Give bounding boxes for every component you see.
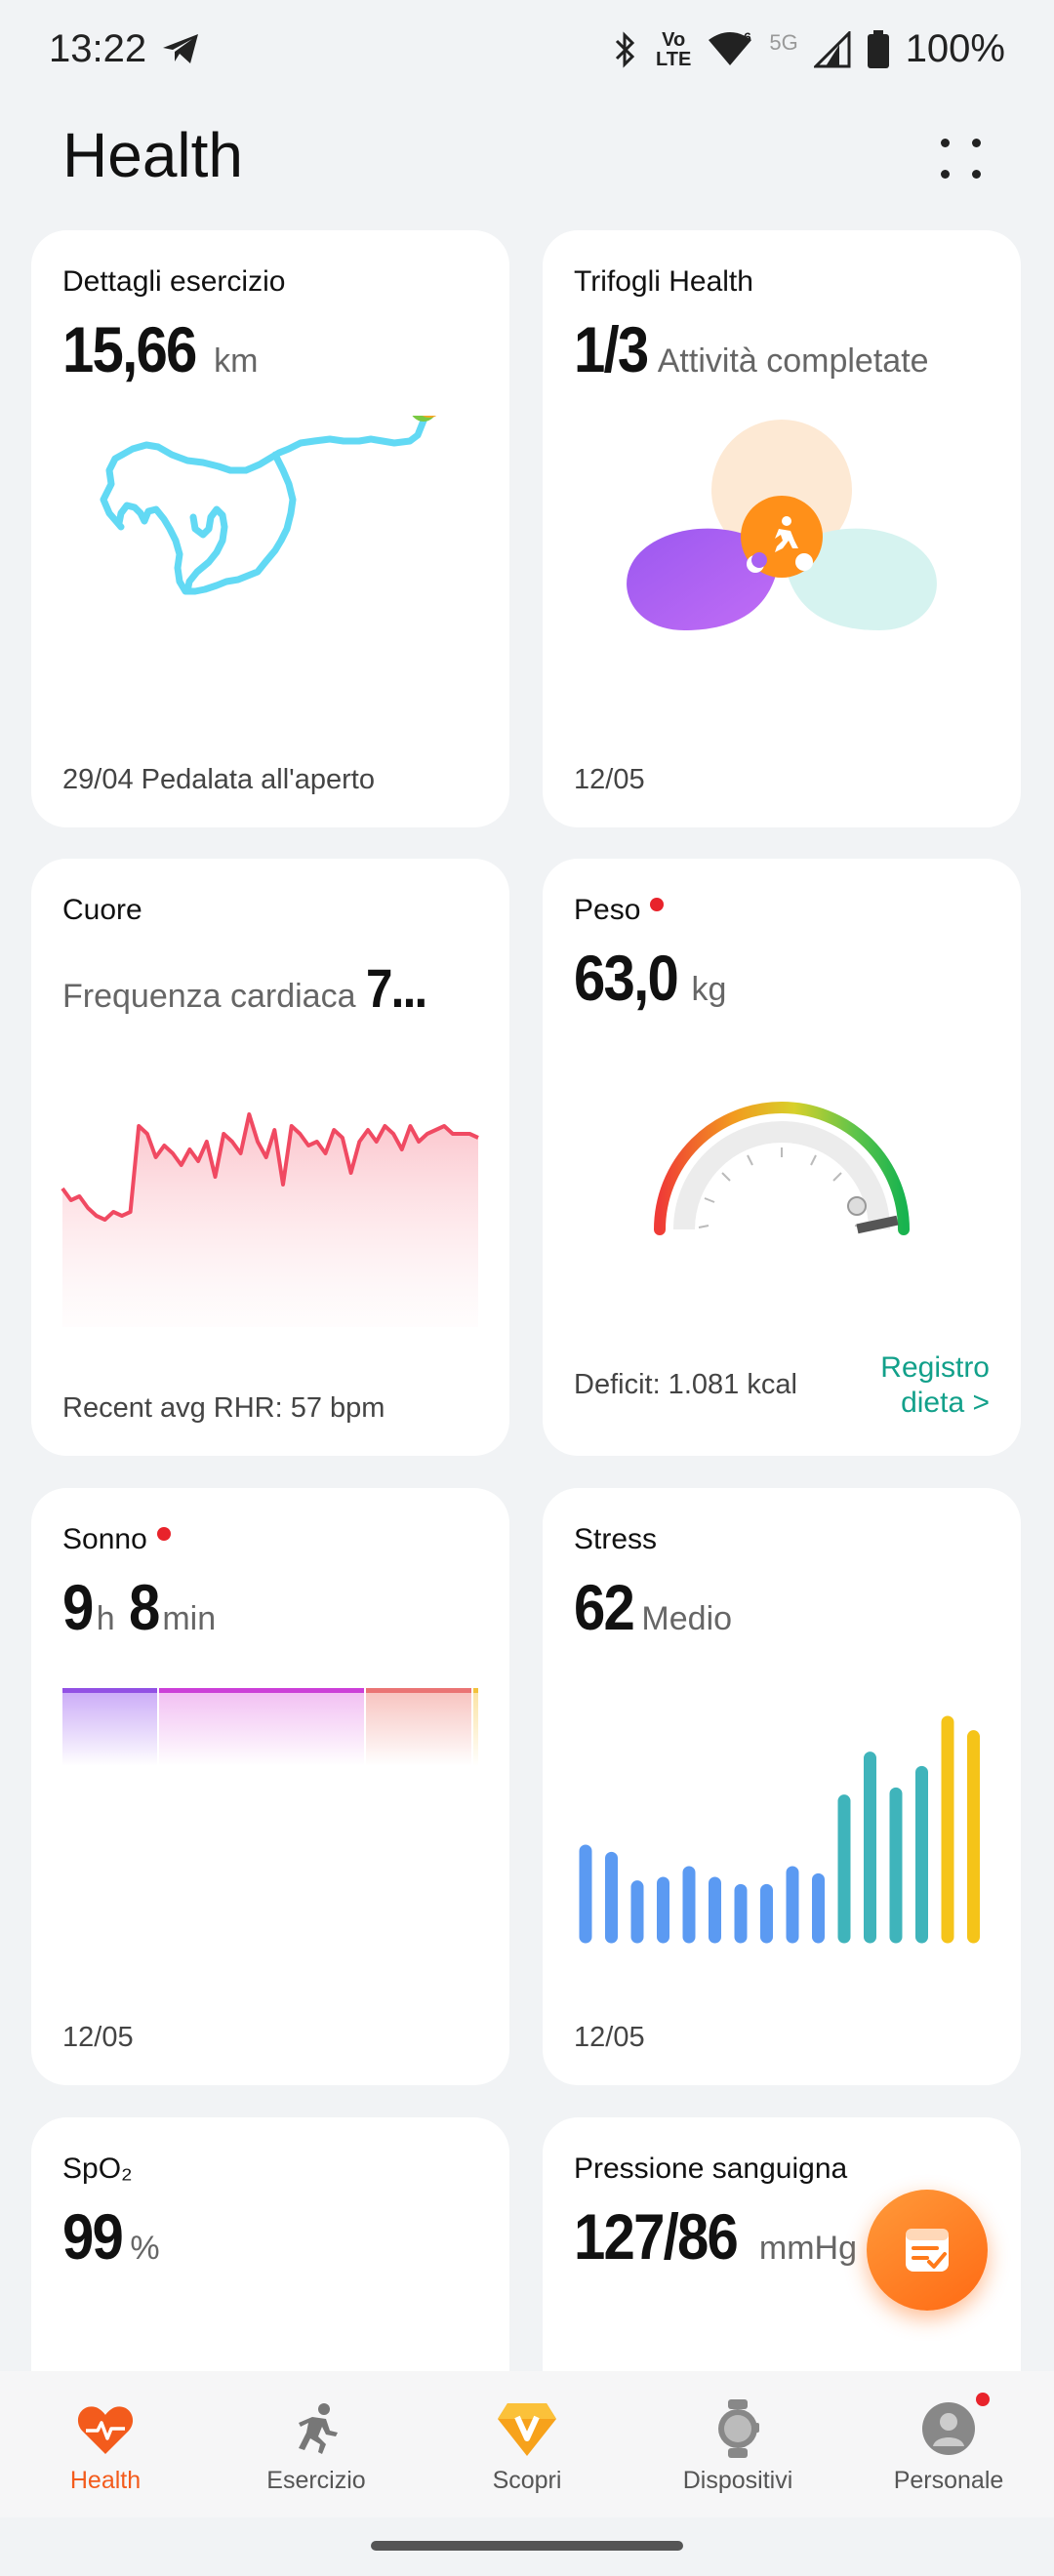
notes-icon xyxy=(906,2229,949,2272)
exercise-footer: 29/04 Pedalata all'aperto xyxy=(62,764,375,795)
heart-rate-area xyxy=(62,1114,478,1327)
exercise-distance: 15,66 km xyxy=(62,313,259,385)
status-icons: Vo LTE 6 5G 100% xyxy=(611,27,1005,71)
wifi-icon: 6 xyxy=(709,30,752,65)
nav-devices[interactable]: Dispositivi xyxy=(632,2371,843,2517)
health-rings-card[interactable]: Trifogli Health 1/3 Attività completate 1… xyxy=(543,230,1021,827)
weight-gauge xyxy=(654,1102,910,1235)
route-map xyxy=(100,416,437,595)
5g-label: 5G xyxy=(769,29,798,55)
add-record-button[interactable] xyxy=(867,2190,988,2311)
spo2-card[interactable]: SpO₂ 99% xyxy=(31,2117,509,2410)
stress-value: 62 Medio xyxy=(574,1571,733,1643)
run-icon xyxy=(775,516,798,552)
sleep-stages-chart xyxy=(62,1688,478,1766)
svg-text:6: 6 xyxy=(744,30,751,45)
volte-icon: Vo LTE xyxy=(656,28,692,70)
telegram-icon xyxy=(163,34,199,63)
exercise-card[interactable]: Dettagli esercizio 15,66 km 29/04 Pedalat… xyxy=(31,230,509,827)
running-icon xyxy=(284,2396,348,2461)
sleep-card[interactable]: Sonno 9 h 8 min 12/05 xyxy=(31,1488,509,2085)
sleep-duration: 9 h 8 min xyxy=(62,1571,217,1643)
rings-title: Trifogli Health xyxy=(574,265,753,298)
rings-footer: 12/05 xyxy=(574,764,645,795)
heart-rate-chart xyxy=(61,1112,479,1327)
home-indicator[interactable] xyxy=(371,2541,683,2551)
stress-footer: 12/05 xyxy=(574,2022,645,2053)
notification-dot xyxy=(976,2393,990,2406)
heart-rate-line: Frequenza cardiaca 7... xyxy=(62,957,427,1019)
nav-label: Dispositivi xyxy=(682,2467,793,2494)
smile-icon xyxy=(795,553,813,571)
avatar-icon xyxy=(916,2396,981,2461)
nav-label: Scopri xyxy=(492,2467,562,2494)
spo2-title: SpO₂ xyxy=(62,2153,133,2185)
status-bar: 13:22 Vo LTE 6 5G 100% xyxy=(0,0,1054,107)
sleep-title: Sonno xyxy=(62,1523,171,1556)
weight-card[interactable]: Peso 63,0 kg Deficit: 1.081 kcal Registro… xyxy=(543,859,1021,1456)
nav-label: Health xyxy=(69,2467,142,2494)
stress-card[interactable]: Stress 62 Medio 12/05 xyxy=(543,1488,1021,2085)
heart-pulse-icon xyxy=(73,2396,138,2461)
heart-rate-line-series xyxy=(61,1112,479,1222)
vip-diamond-icon xyxy=(495,2396,559,2461)
sleep-footer: 12/05 xyxy=(62,2022,134,2053)
weight-title: Peso xyxy=(574,894,665,927)
battery-percent: 100% xyxy=(905,27,1005,70)
exercise-title: Dettagli esercizio xyxy=(62,265,286,298)
battery-icon xyxy=(867,29,889,68)
stress-bar-chart xyxy=(579,1715,980,1944)
nav-discover[interactable]: Scopri xyxy=(422,2371,632,2517)
more-options-icon[interactable] xyxy=(927,127,995,195)
rings-progress: 1/3 Attività completate xyxy=(574,313,929,385)
notification-dot xyxy=(650,898,665,911)
nav-label: Esercizio xyxy=(266,2467,366,2494)
page-title: Health xyxy=(62,120,243,190)
watch-icon xyxy=(706,2396,770,2461)
cell-signal-icon xyxy=(813,30,851,67)
gauge-pointer xyxy=(847,1196,899,1234)
bp-title: Pressione sanguigna xyxy=(574,2153,848,2185)
moon-icon xyxy=(747,552,767,573)
heart-footer: Recent avg RHR: 57 bpm xyxy=(62,1392,385,1424)
bottom-navigation: Health Esercizio Scopri Dispositivi Pers… xyxy=(0,2371,1054,2517)
weight-value: 63,0 kg xyxy=(574,942,727,1014)
clover-chart xyxy=(627,420,937,630)
weight-footer: Deficit: 1.081 kcal xyxy=(574,1369,797,1400)
bp-value: 127/86 mmHg xyxy=(574,2200,857,2273)
spo2-value: 99% xyxy=(62,2200,160,2273)
heart-card[interactable]: Cuore Frequenza cardiaca 7... Recent avg… xyxy=(31,859,509,1456)
nav-profile[interactable]: Personale xyxy=(843,2371,1054,2517)
bluetooth-icon xyxy=(615,30,635,68)
nav-health[interactable]: Health xyxy=(0,2371,211,2517)
stress-title: Stress xyxy=(574,1523,658,1555)
heart-title: Cuore xyxy=(62,894,142,926)
status-time: 13:22 xyxy=(49,27,200,71)
notification-dot xyxy=(156,1527,171,1541)
nav-exercise[interactable]: Esercizio xyxy=(211,2371,422,2517)
diet-log-link[interactable]: Registro dieta > xyxy=(880,1351,990,1419)
nav-label: Personale xyxy=(893,2467,1004,2494)
